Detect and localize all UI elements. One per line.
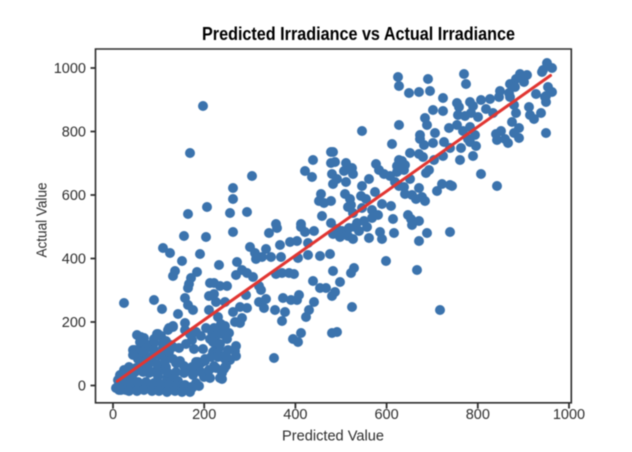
- svg-text:0: 0: [78, 379, 86, 395]
- svg-text:1000: 1000: [54, 61, 86, 77]
- svg-text:Predicted Value: Predicted Value: [282, 429, 384, 445]
- svg-text:0: 0: [109, 407, 117, 423]
- svg-text:200: 200: [62, 315, 86, 331]
- svg-text:Predicted Irradiance vs Actual: Predicted Irradiance vs Actual Irradianc…: [202, 23, 515, 44]
- svg-text:600: 600: [62, 188, 86, 204]
- svg-text:400: 400: [62, 252, 86, 268]
- svg-text:400: 400: [283, 407, 307, 423]
- svg-text:Actual Value: Actual Value: [35, 183, 51, 258]
- svg-text:200: 200: [192, 407, 216, 423]
- svg-text:1000: 1000: [553, 407, 585, 423]
- svg-text:800: 800: [62, 125, 86, 141]
- svg-text:600: 600: [374, 407, 398, 423]
- svg-text:800: 800: [466, 407, 490, 423]
